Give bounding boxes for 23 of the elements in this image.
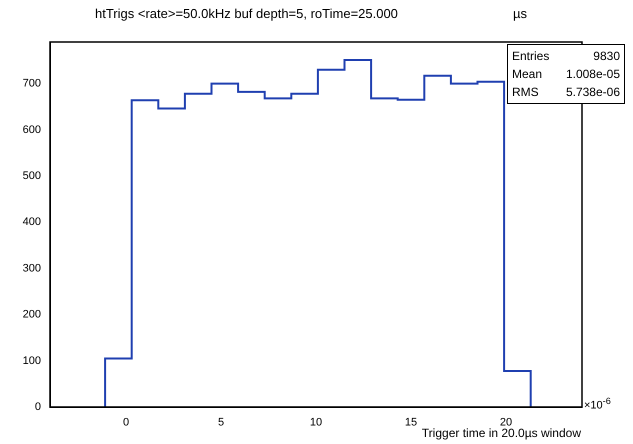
text: µs bbox=[513, 6, 527, 21]
annotation: 1.008e-05 bbox=[566, 66, 620, 83]
x-tick-label: 10 bbox=[310, 416, 322, 429]
x-tick-label: 20 bbox=[500, 416, 512, 429]
y-tick-label: 100 bbox=[22, 354, 41, 367]
y-tick-label: 300 bbox=[22, 262, 41, 274]
x-tick-label: 15 bbox=[404, 416, 418, 429]
x-axis-title: Trigger time in 20.0µs window bbox=[422, 426, 581, 440]
annotation: Entries bbox=[512, 48, 550, 65]
annotation: RMS bbox=[512, 84, 539, 101]
y-tick-label: 700 bbox=[22, 78, 41, 90]
y-tick-label: 200 bbox=[22, 308, 41, 321]
x-tick-label: 5 bbox=[218, 416, 224, 429]
y-tick-label: 500 bbox=[22, 170, 41, 182]
annotation: Mean bbox=[512, 66, 542, 83]
y-tick-label: 400 bbox=[22, 216, 41, 228]
text: 9830 bbox=[593, 48, 620, 65]
chart-title: htTrigs <rate>=50.0kHz buf depth=5, roTime=25.000 bbox=[95, 6, 398, 21]
y-tick-label: 600 bbox=[22, 124, 41, 136]
x-tick-label: 0 bbox=[122, 416, 130, 429]
y-tick-label: 0 bbox=[34, 401, 41, 414]
text: ×10$^{-6}$ bbox=[584, 396, 611, 412]
annotation: 5.738e-06 bbox=[566, 84, 620, 101]
